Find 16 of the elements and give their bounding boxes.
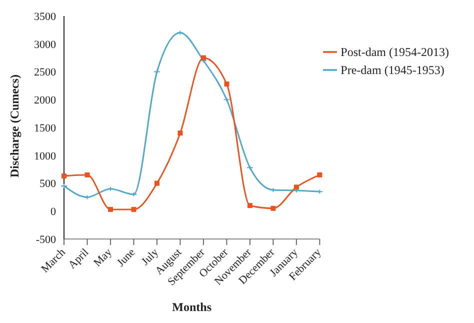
- y-tick-label: 3000: [34, 38, 56, 51]
- y-axis-title: Discharge (Cumecs): [7, 74, 22, 178]
- y-tick-label: 3500: [34, 10, 56, 23]
- y-tick-label: 1500: [34, 122, 56, 134]
- y-tick-label: 1000: [34, 150, 56, 162]
- x-tick-label: July: [139, 246, 162, 268]
- x-tick-label: June: [114, 246, 138, 270]
- y-tick-label: 0: [50, 206, 56, 218]
- x-axis-title: Months: [172, 300, 212, 314]
- legend-label: Post-dam (1954-2013): [340, 45, 449, 59]
- x-tick-label: May: [92, 246, 115, 270]
- legend-label: Pre-dam (1945-1953): [340, 63, 444, 77]
- y-tick-label: 500: [40, 178, 56, 190]
- y-tick-label: 2500: [34, 66, 56, 79]
- y-tick-label: 2000: [34, 94, 56, 107]
- y-tick-label: -500: [36, 234, 56, 246]
